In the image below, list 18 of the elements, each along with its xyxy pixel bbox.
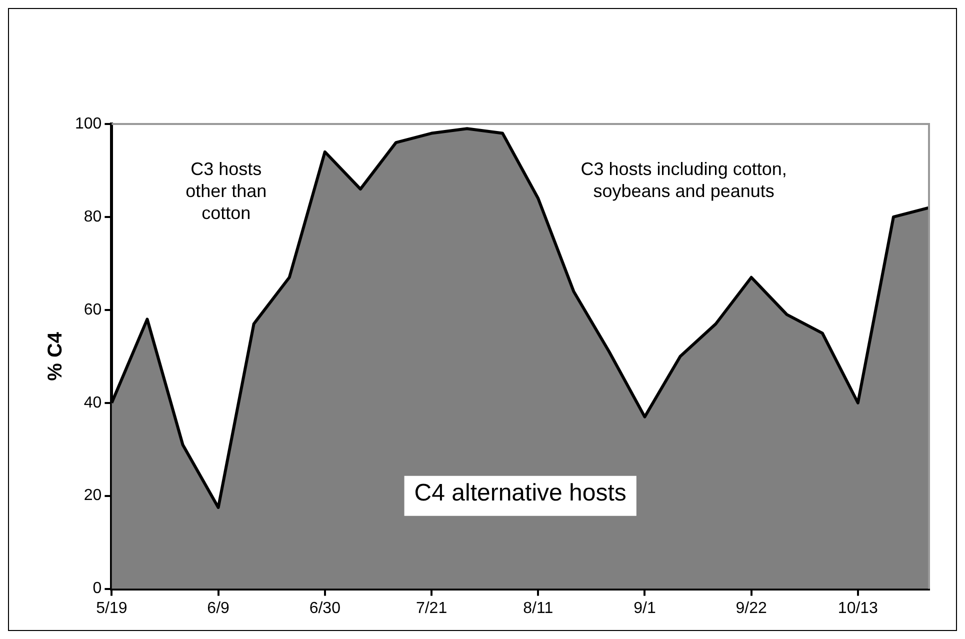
annotation: C4 alternative hosts	[414, 480, 626, 507]
y-tick-label: 100	[74, 115, 102, 132]
x-tick-label: 9/22	[736, 600, 767, 617]
x-tick-label: 9/1	[634, 600, 656, 617]
y-tick-label: 20	[84, 487, 102, 504]
y-tick-label: 60	[84, 301, 102, 318]
x-tick-label: 6/9	[207, 600, 230, 617]
y-tick-label: 0	[92, 580, 102, 598]
annotation: C3 hosts including cotton, soybeans and peanuts	[580, 159, 787, 202]
x-tick-label: 10/13	[838, 600, 878, 617]
y-tick-label: 40	[84, 394, 102, 412]
x-tick-label: 8/11	[523, 600, 554, 617]
x-tick-label: 7/21	[416, 600, 448, 617]
y-tick-label: 80	[84, 208, 102, 226]
annotation: C3 hosts other than cotton	[186, 159, 267, 224]
x-tick-label: 6/30	[309, 600, 341, 617]
y-axis-title: % C4	[44, 331, 67, 381]
x-tick-label: 5/19	[96, 600, 128, 617]
